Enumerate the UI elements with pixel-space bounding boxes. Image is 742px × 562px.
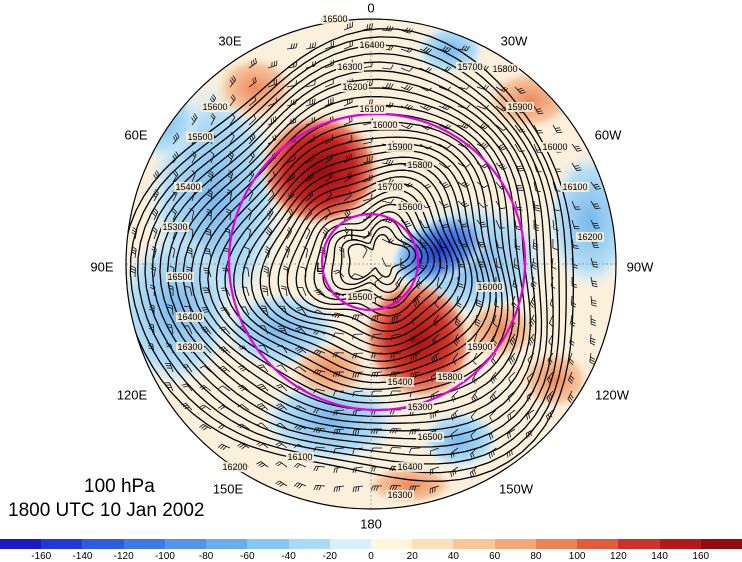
- colorbar-segment: [82, 539, 124, 549]
- contour-value-label: 16200: [342, 82, 367, 92]
- longitude-label-lon-60w: 60W: [595, 127, 622, 142]
- colorbar-tick-label: 60: [489, 551, 500, 562]
- colorbar-segment: [660, 539, 702, 549]
- contour-value-label: 15900: [507, 102, 532, 112]
- longitude-label-lon-0: 0: [367, 0, 374, 15]
- colorbar-segment: [371, 539, 413, 549]
- colorbar-segment: [618, 539, 660, 549]
- contour-value-label: 15900: [467, 342, 492, 352]
- contour-value-label: 15400: [175, 182, 200, 192]
- contour-value-label: 16300: [337, 62, 362, 72]
- colorbar-segment: [206, 539, 248, 549]
- contour-value-label: 16200: [222, 462, 247, 472]
- contour-value-label: 15700: [457, 62, 482, 72]
- contour-value-label: 16200: [577, 232, 602, 242]
- colorbar-tick-label: -100: [155, 551, 175, 562]
- colorbar-segment: [577, 539, 619, 549]
- colorbar-segment: [0, 539, 42, 549]
- contour-value-label: 15600: [202, 102, 227, 112]
- longitude-label-lon-60e: 60E: [124, 127, 147, 142]
- contour-value-label: 16000: [372, 120, 397, 130]
- contour-value-label: 15800: [437, 372, 462, 382]
- contour-value-label: 15500: [187, 132, 212, 142]
- colorbar-segment: [289, 539, 331, 549]
- title-pressure-level: 100 hPa: [84, 476, 155, 498]
- colorbar-tick-label: 100: [569, 551, 586, 562]
- colorbar-segment: [247, 539, 289, 549]
- colorbar-segment: [165, 539, 207, 549]
- colorbar-tick-label: 0: [368, 551, 374, 562]
- colorbar-tick-label: 40: [448, 551, 459, 562]
- contour-value-label: 16400: [177, 312, 202, 322]
- title-valid-time: 1800 UTC 10 Jan 2002: [8, 500, 204, 522]
- longitude-label-lon-30w: 30W: [501, 33, 528, 48]
- longitude-label-lon-120e: 120E: [117, 387, 148, 402]
- contour-value-label: 16100: [562, 182, 587, 192]
- low-marker-west: L: [316, 259, 324, 275]
- longitude-label-lon-150w: 150W: [499, 481, 534, 496]
- colorbar-tick-label: -80: [199, 551, 213, 562]
- contour-value-label: 15700: [377, 182, 402, 192]
- colorbar-segment: [124, 539, 166, 549]
- contour-value-label: 16500: [322, 14, 347, 24]
- longitude-label-lon-180: 180: [360, 516, 382, 531]
- contour-value-label: 15300: [407, 402, 432, 412]
- colorbar-tick-label: -60: [240, 551, 254, 562]
- colorbar-tick-label: 20: [407, 551, 418, 562]
- colorbar-segment: [495, 539, 537, 549]
- contour-value-label: 16000: [542, 142, 567, 152]
- colorbar-segment: [330, 539, 372, 549]
- longitude-label-lon-120w: 120W: [595, 387, 630, 402]
- contour-value-label: 16500: [167, 272, 192, 282]
- longitude-label-lon-90w: 90W: [627, 259, 654, 274]
- contour-value-label: 16300: [387, 490, 412, 500]
- colorbar-tick-label: 140: [651, 551, 668, 562]
- low-marker-north: L: [350, 227, 358, 243]
- contour-value-label: 16500: [417, 432, 442, 442]
- colorbar-tick-label: 80: [530, 551, 541, 562]
- colorbar-segment: [701, 539, 742, 549]
- longitude-label-lon-30e: 30E: [218, 33, 241, 48]
- colorbar-tick-label: -40: [281, 551, 295, 562]
- anomaly-colorbar: -160 -140 -120 -100 -80 -60 -40 -20 0 20 40 60 80 100…: [0, 539, 742, 561]
- contour-value-label: 15900: [387, 142, 412, 152]
- colorbar-tick-label: 120: [610, 551, 627, 562]
- colorbar-segment: [536, 539, 578, 549]
- contour-value-label: 15800: [492, 64, 517, 74]
- colorbar-tick-label: -20: [323, 551, 337, 562]
- contour-value-label: 16000: [477, 282, 502, 292]
- longitude-label-lon-90e: 90E: [90, 259, 113, 274]
- colorbar-tick-label: 160: [692, 551, 709, 562]
- contour-value-label: 16400: [397, 462, 422, 472]
- colorbar-segment: [412, 539, 454, 549]
- longitude-label-lon-150e: 150E: [213, 481, 244, 496]
- contour-value-label: 15800: [407, 160, 432, 170]
- colorbar-tick-label: -160: [31, 551, 51, 562]
- colorbar-segment: [41, 539, 83, 549]
- contour-value-label: 16100: [359, 104, 384, 114]
- colorbar-segment: [453, 539, 495, 549]
- colorbar-tick-label: -140: [72, 551, 92, 562]
- contour-value-label: 15500: [347, 292, 372, 302]
- contour-value-label: 16100: [287, 452, 312, 462]
- contour-value-label: 15300: [162, 222, 187, 232]
- contour-value-label: 15600: [397, 202, 422, 212]
- contour-value-label: 16300: [177, 342, 202, 352]
- contour-value-label: 16400: [359, 40, 384, 50]
- colorbar-tick-label: -120: [114, 551, 134, 562]
- contour-value-label: 15400: [387, 377, 412, 387]
